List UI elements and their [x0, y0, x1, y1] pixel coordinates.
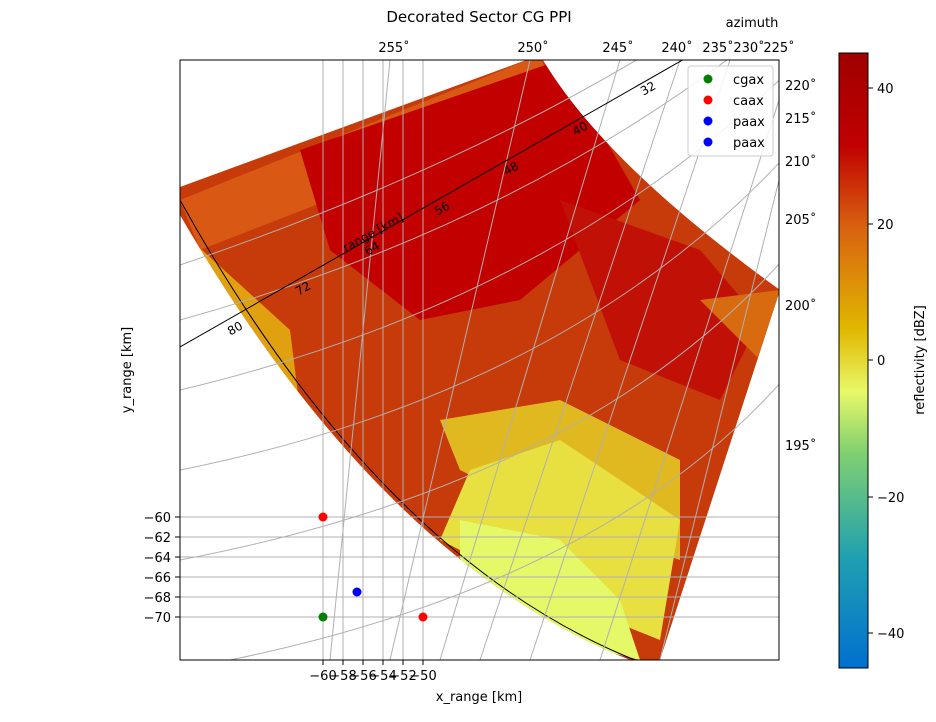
legend-cgax: cgax — [733, 73, 764, 88]
y-tick-label: −62 — [144, 531, 171, 546]
x-tick-label: −56 — [349, 669, 376, 684]
azimuth-right-label: 220˚ — [785, 78, 816, 94]
legend-caax: caax — [733, 94, 764, 109]
range-tick-40: 40 — [570, 119, 590, 139]
x-axis-label: x_range [km] — [436, 690, 522, 705]
marker-cgax — [318, 612, 328, 622]
azimuth-right-label: 205˚ — [785, 212, 816, 228]
y-tick-label: −70 — [144, 611, 171, 626]
range-tick-80: 80 — [225, 319, 245, 339]
legend: cgax caax paax paax — [687, 65, 774, 157]
y-axis-label: y_range [km] — [120, 327, 135, 413]
azimuth-top-label: 225˚ — [763, 40, 794, 56]
x-tick-label: −60 — [309, 669, 336, 684]
azimuth-top-label: 240˚ — [661, 40, 692, 56]
chart-title: Decorated Sector CG PPI — [386, 8, 571, 26]
legend-paax-2: paax — [733, 136, 765, 151]
range-tick-labels: 32 40 48 56 64 72 80 — [225, 79, 658, 339]
colorbar-tick-label: −40 — [877, 627, 904, 642]
x-tick-label: −50 — [409, 669, 436, 684]
azimuth-right-label: 200˚ — [785, 298, 816, 314]
x-tick-label: −52 — [389, 669, 416, 684]
y-tick-label: −68 — [144, 591, 171, 606]
colorbar-tick-label: 0 — [877, 354, 885, 369]
x-tick-label: −54 — [369, 669, 396, 684]
markers — [318, 512, 428, 622]
x-ticks — [322, 660, 424, 665]
x-tick-label: −58 — [329, 669, 356, 684]
azimuth-right-label: 210˚ — [785, 154, 816, 170]
colorbar: 40 20 0 −20 −40 reflectivity [dBZ] — [838, 52, 928, 669]
azimuth-top-label: 230˚ — [733, 40, 764, 56]
azimuth-right-label: 215˚ — [785, 111, 816, 127]
colorbar-gradient — [838, 52, 869, 669]
range-axis-line — [180, 60, 684, 348]
y-tick-labels: −60 −62 −64 −66 −68 −70 — [144, 511, 171, 626]
range-tick-64: 64 — [362, 239, 382, 259]
marker-caax-2 — [418, 612, 428, 622]
cartesian-grid — [180, 60, 779, 660]
range-tick-48: 48 — [501, 159, 521, 179]
y-tick-label: −60 — [144, 511, 171, 526]
colorbar-tick-label: 20 — [877, 218, 894, 233]
legend-paax-1: paax — [733, 115, 765, 130]
range-tick-56: 56 — [432, 199, 452, 219]
top-axis-label: azimuth — [726, 16, 779, 31]
y-tick-label: −64 — [144, 551, 171, 566]
range-tick-32: 32 — [638, 79, 658, 99]
plot-frame — [179, 59, 780, 661]
x-tick-labels: −60 −58 −56 −54 −52 −50 — [309, 669, 436, 684]
colorbar-tick-label: 40 — [877, 82, 894, 97]
azimuth-top-label: 245˚ — [602, 40, 633, 56]
y-tick-label: −66 — [144, 571, 171, 586]
azimuth-top-label: 255˚ — [378, 40, 409, 56]
azimuth-top-labels: 255˚ 250˚ 245˚ 240˚ 235˚ 230˚ 225˚ — [378, 40, 794, 56]
range-tick-72: 72 — [293, 279, 313, 299]
y-ticks — [175, 516, 180, 618]
colorbar-tick-label: −20 — [877, 491, 904, 506]
marker-paax — [352, 587, 362, 597]
azimuth-top-label: 235˚ — [702, 40, 733, 56]
azimuth-right-label: 195˚ — [785, 438, 816, 454]
marker-caax-1 — [318, 512, 328, 522]
azimuth-top-label: 250˚ — [517, 40, 548, 56]
colorbar-label: reflectivity [dBZ] — [913, 305, 928, 415]
plot-area: range [km] 32 40 48 56 64 72 80 cgax caa… — [180, 60, 779, 660]
azimuth-right-labels: 220˚ 215˚ 210˚ 205˚ 200˚ 195˚ — [785, 78, 816, 454]
